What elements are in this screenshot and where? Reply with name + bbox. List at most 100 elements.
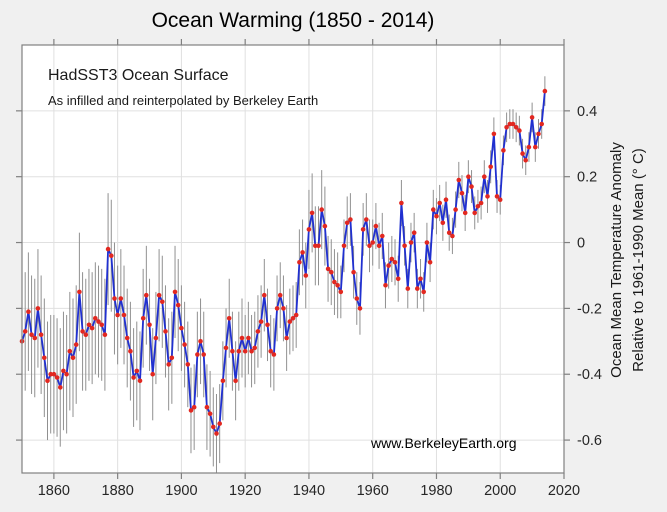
y-tick-label: -0.2 [577,301,602,317]
x-tick-label: 1860 [38,483,70,499]
data-point [367,243,372,249]
data-point [309,210,315,216]
data-point [179,325,184,331]
axes-border [21,44,565,474]
data-point [112,296,117,301]
data-point [258,319,264,324]
method-annotation: As infilled and reinterpolated by Berkel… [48,93,319,108]
data-point [383,283,388,288]
data-point [360,227,366,232]
data-point [313,243,318,249]
data-point [526,144,532,150]
x-tick-label: 2020 [548,483,580,499]
data-point [163,329,168,334]
data-point [475,204,481,209]
data-point [351,269,356,275]
data-point [370,240,376,245]
data-point [211,424,216,430]
data-point [226,316,232,321]
data-point [144,292,149,298]
data-point [242,348,248,354]
data-point [344,220,350,226]
data-point [306,227,312,232]
data-point [322,223,328,229]
y-axis-label-line2: Relative to 1961-1990 Mean (° C) [630,148,647,372]
y-tick-label: 0.2 [577,170,597,186]
data-point [121,312,127,318]
data-point [175,302,181,308]
data-point [325,266,331,272]
data-point [469,184,474,189]
data-point [472,210,478,216]
data-point [172,289,178,295]
data-point [198,339,203,344]
data-point [494,194,500,199]
data-point [440,220,446,226]
data-point [45,378,50,384]
data-point [517,128,522,133]
data-point [287,319,293,324]
data-point [348,217,353,222]
data-point [128,348,133,354]
data-point [284,335,289,341]
data-point [431,207,436,212]
data-point [402,243,407,249]
data-point [58,385,63,390]
data-point [319,207,325,212]
data-point [105,246,111,252]
data-point [485,194,490,199]
data-point [497,197,503,202]
data-point [427,260,433,265]
data-point [329,269,334,275]
x-tick-label: 1960 [357,483,389,499]
data-point [529,115,535,120]
data-point [437,200,443,206]
data-point [236,348,242,354]
chart-title: Ocean Warming (1850 - 2014) [151,9,435,32]
data-point [131,375,136,380]
data-point [140,316,146,321]
data-point [533,144,538,150]
data-point [357,306,363,311]
data-point [271,352,277,357]
data-point [48,371,53,377]
data-point [42,355,47,361]
data-point [504,125,509,130]
data-point [223,345,229,351]
data-point [501,148,506,153]
data-point [93,316,98,321]
data-point [300,250,305,255]
data-point [67,348,73,354]
data-point [80,329,85,334]
data-point [462,210,468,216]
data-point [415,286,420,291]
data-point [373,223,379,229]
data-point [35,306,41,311]
data-point [29,332,34,338]
data-point [70,355,76,361]
data-point [102,332,108,338]
data-point [86,322,92,328]
data-point [191,404,197,410]
data-point [450,233,455,239]
dataset-annotation: HadSST3 Ocean Surface [48,67,229,84]
data-point [134,368,140,374]
x-tick-label: 1920 [229,483,261,499]
data-point [380,233,385,239]
data-point [478,200,484,206]
data-point [520,151,525,156]
data-point [99,322,104,328]
data-point [217,421,222,426]
data-point [542,88,548,94]
data-point [73,342,79,347]
data-point [491,131,497,137]
data-point [456,177,462,183]
data-point [459,190,465,196]
plot-background [22,45,564,473]
data-point [195,352,200,357]
data-point [386,263,391,268]
data-point [51,371,57,377]
data-point [61,368,66,374]
